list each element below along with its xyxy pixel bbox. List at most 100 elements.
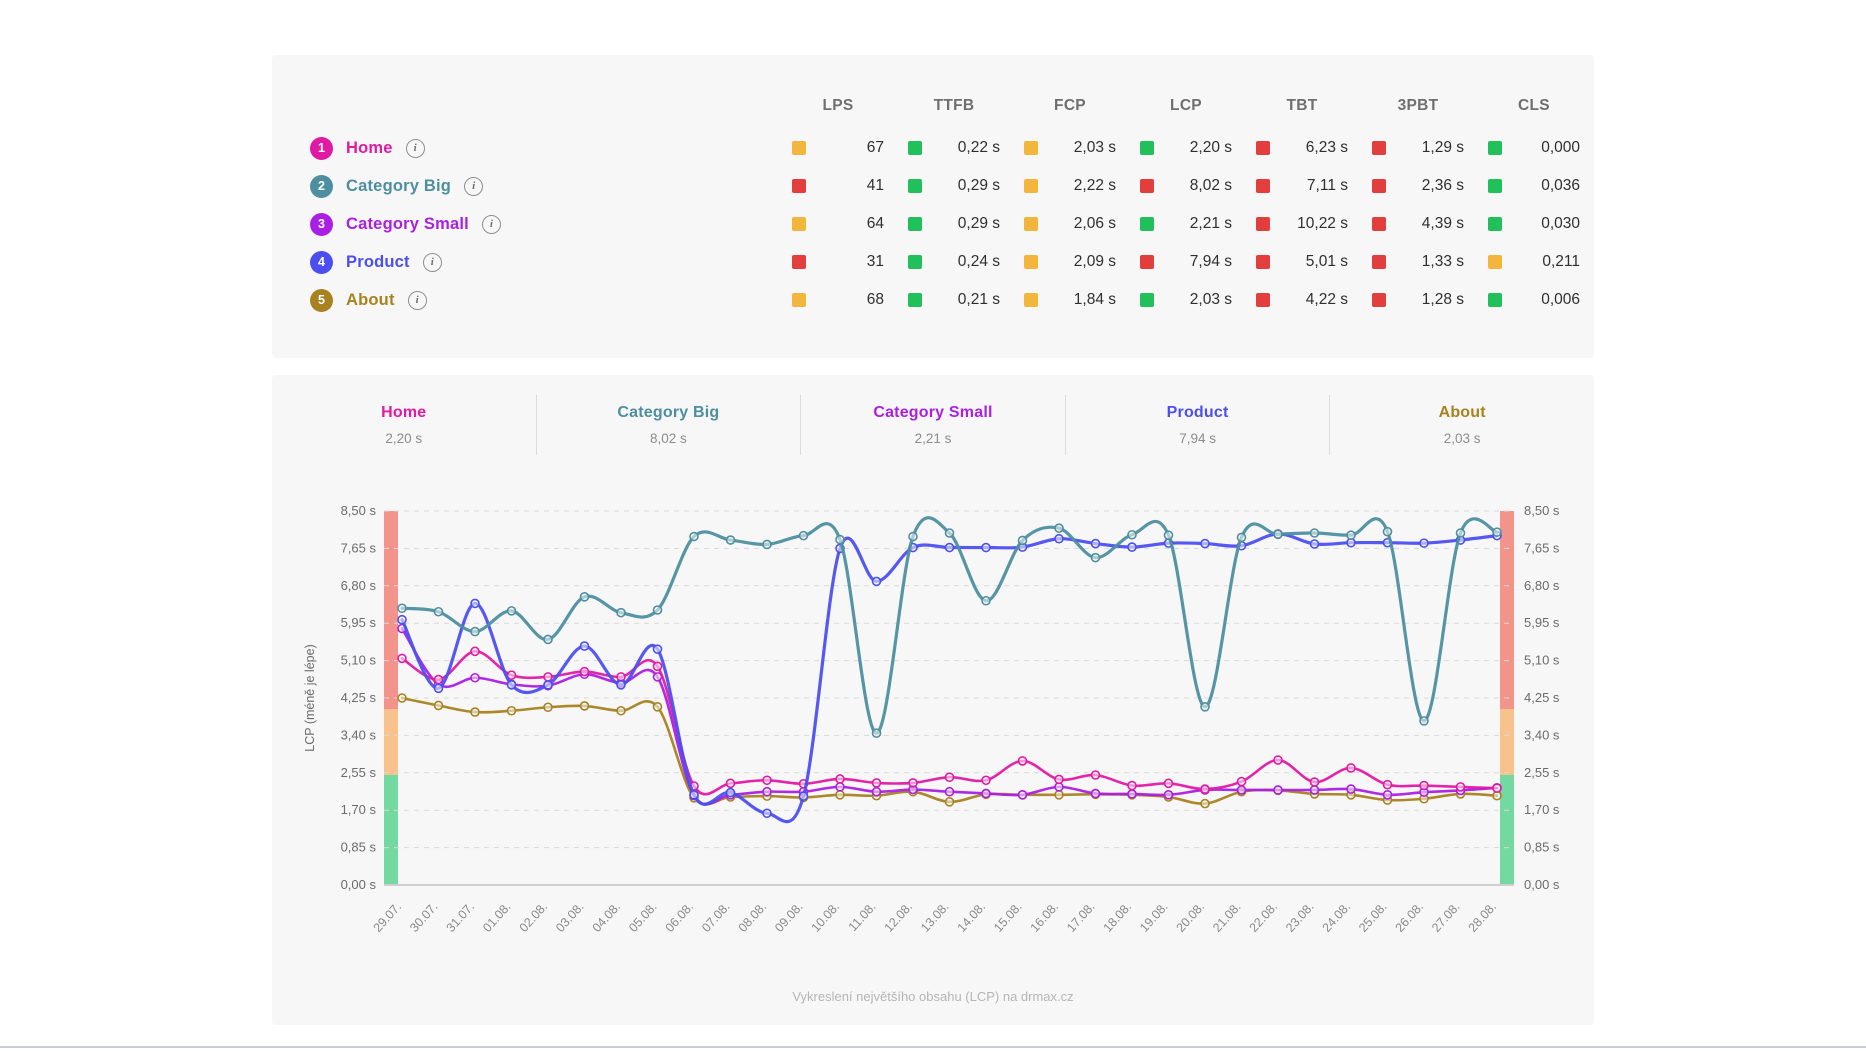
data-point xyxy=(543,680,553,690)
metric-cell: 67 xyxy=(780,139,896,157)
info-icon[interactable]: i xyxy=(407,290,427,310)
status-square-icon xyxy=(792,217,806,231)
status-square-icon xyxy=(1256,255,1270,269)
x-tick-label: 26.08. xyxy=(1393,900,1427,935)
data-point xyxy=(616,607,626,618)
status-square-icon xyxy=(792,141,806,155)
y-tick-label: 0,85 s xyxy=(1524,840,1560,855)
metric-value: 2,36 s xyxy=(1421,177,1464,194)
metric-value: 0,24 s xyxy=(957,253,1000,270)
data-point xyxy=(689,531,699,542)
data-point xyxy=(616,672,626,682)
data-point xyxy=(1382,779,1393,790)
x-tick-label: 10.08. xyxy=(809,900,843,935)
tab-product[interactable]: Product 7,94 s xyxy=(1064,395,1330,455)
data-point xyxy=(798,791,809,801)
y-tick-label: 6,80 s xyxy=(341,578,377,593)
metric-value: 1,28 s xyxy=(1421,291,1464,308)
data-point xyxy=(1017,535,1028,546)
data-point xyxy=(1054,789,1064,800)
page-name-link[interactable]: Category Small xyxy=(346,214,469,233)
status-square-icon xyxy=(1372,293,1386,307)
metric-value: 4,22 s xyxy=(1305,291,1348,308)
x-tick-label: 28.08. xyxy=(1466,900,1500,935)
data-point xyxy=(1163,789,1174,800)
data-point xyxy=(944,528,955,538)
column-header: LPS xyxy=(822,97,854,114)
metric-cell: 0,24 s xyxy=(896,253,1012,271)
metric-cell: 1,28 s xyxy=(1360,291,1476,309)
y-tick-label: 0,00 s xyxy=(1524,877,1560,892)
metric-cell: 6,23 s xyxy=(1244,139,1360,157)
x-tick-label: 09.08. xyxy=(772,900,806,935)
tab-category-big[interactable]: Category Big 8,02 s xyxy=(535,395,801,455)
data-point xyxy=(1200,784,1210,794)
metric-cell: 0,29 s xyxy=(896,177,1012,195)
series-home xyxy=(397,646,1502,796)
status-square-icon xyxy=(1024,255,1038,269)
status-square-icon xyxy=(1024,179,1038,193)
threshold-bars xyxy=(384,511,1514,885)
data-point xyxy=(1419,538,1429,548)
info-icon[interactable]: i xyxy=(464,176,484,196)
data-point xyxy=(871,778,882,788)
metric-value: 67 xyxy=(866,139,884,156)
metric-value: 68 xyxy=(866,291,884,308)
x-axis-labels: 29.07. 30.07. 31.07. 01.08. 02.08. 03.08. 04.0… xyxy=(371,900,1500,935)
x-tick-label: 03.08. xyxy=(553,900,587,935)
lcp-chart-panel: Home 2,20 s Category Big 8,02 s Category Sma… xyxy=(272,375,1594,1025)
data-point xyxy=(433,674,444,685)
info-icon[interactable]: i xyxy=(422,252,442,272)
data-point xyxy=(725,535,736,545)
data-point xyxy=(944,786,955,797)
rank-badge: 5 xyxy=(310,288,333,312)
data-point xyxy=(1127,780,1137,791)
metric-cell: 0,29 s xyxy=(896,215,1012,233)
info-icon[interactable]: i xyxy=(481,214,501,234)
data-point xyxy=(1200,702,1210,712)
y-tick-label: 7,65 s xyxy=(1524,540,1560,555)
status-square-icon xyxy=(1488,179,1502,193)
data-point xyxy=(762,539,772,550)
data-point xyxy=(543,672,553,682)
data-point xyxy=(433,606,444,617)
table-row-name-cell: 5 About i xyxy=(310,288,780,312)
metric-cell: 68 xyxy=(780,291,896,309)
data-point xyxy=(397,693,407,703)
lcp-chart[interactable]: 0,00 s 0,85 s 1,70 s 2,55 s 3,40 s 4,25 s 5,10… xyxy=(272,463,1594,975)
data-point xyxy=(579,701,590,711)
column-header: TTFB xyxy=(933,97,975,114)
info-icon[interactable]: i xyxy=(405,138,425,158)
page-name-link[interactable]: Category Big xyxy=(346,176,452,195)
data-point xyxy=(1236,776,1247,787)
tab-home[interactable]: Home 2,20 s xyxy=(272,395,536,455)
metric-cell: 2,03 s xyxy=(1128,291,1244,309)
data-point xyxy=(1163,530,1174,540)
metric-cell: 1,33 s xyxy=(1360,253,1476,271)
y-tick-label: 8,50 s xyxy=(341,503,377,518)
data-point xyxy=(543,634,553,645)
rank-badge: 2 xyxy=(310,174,333,198)
status-square-icon xyxy=(908,179,922,193)
page-name-link[interactable]: About xyxy=(346,290,395,309)
page-name-link[interactable]: Product xyxy=(346,252,410,271)
status-square-icon xyxy=(1256,293,1270,307)
tab-about[interactable]: About 2,03 s xyxy=(1329,395,1594,455)
threshold-band xyxy=(384,511,398,709)
bottom-divider xyxy=(0,1046,1866,1048)
y-tick-label: 5,95 s xyxy=(341,615,377,630)
metric-cell: 0,22 s xyxy=(896,139,1012,157)
y-axis-title: LCP (méně je lépe) xyxy=(303,644,317,751)
page-name-link[interactable]: Home xyxy=(346,138,393,157)
tab-category-small[interactable]: Category Small 2,21 s xyxy=(800,395,1065,455)
data-point xyxy=(725,778,736,789)
status-square-icon xyxy=(1140,255,1154,269)
status-square-icon xyxy=(1140,217,1154,231)
status-square-icon xyxy=(1488,255,1502,269)
metric-cell: 41 xyxy=(780,177,896,195)
data-point xyxy=(1200,538,1210,549)
metric-cell: 2,09 s xyxy=(1012,253,1128,271)
summary-table: LPS TTFB FCP LCP TBT 3PBT CLS 1 Home i 67 0,22 s 2,0… xyxy=(272,55,1594,319)
status-square-icon xyxy=(1024,217,1038,231)
data-point xyxy=(1127,789,1137,799)
